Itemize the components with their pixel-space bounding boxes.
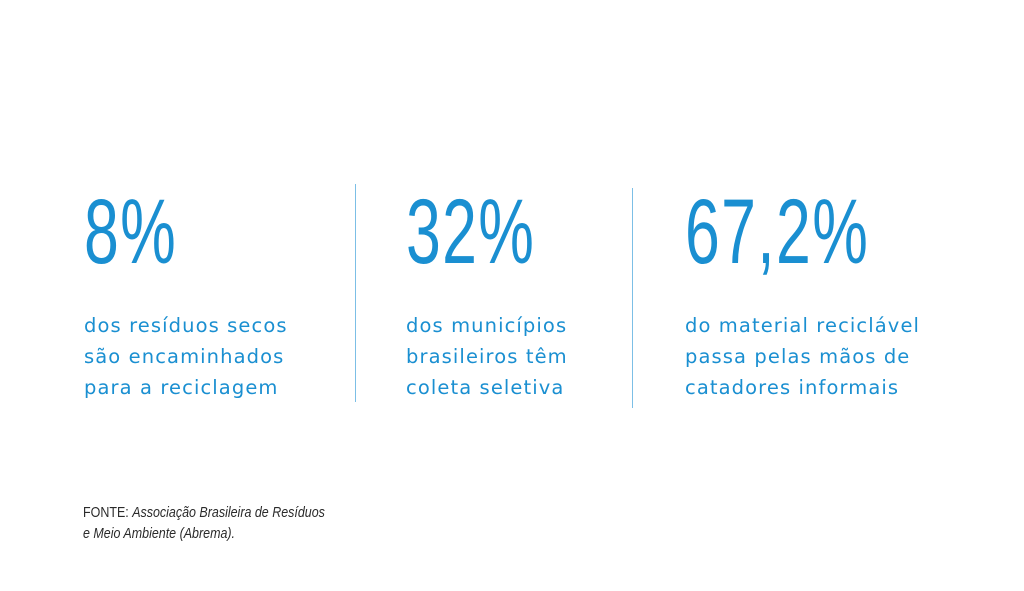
stat-description: do material reciclável passa pelas mãos …: [685, 314, 921, 399]
stat-number: 32%: [406, 181, 536, 283]
source-name: Associação Brasileira de Resíduos: [132, 505, 325, 521]
stat-recycling: 8% dos resíduos secos são encaminhados p…: [84, 182, 288, 403]
stat-informal-collectors: 67,2% do material reciclável passa pelas…: [685, 182, 956, 403]
source-note: FONTE: Associação Brasileira de Resíduos…: [83, 503, 325, 545]
stat-municipalities: 32% dos municípios brasileiros têm colet…: [406, 182, 596, 403]
source-label: FONTE:: [83, 505, 133, 521]
source-line-1: FONTE: Associação Brasileira de Resíduos: [83, 503, 325, 524]
stat-description: dos resíduos secos são encaminhados para…: [84, 314, 288, 399]
stat-description: dos municípios brasileiros têm coleta se…: [406, 314, 568, 399]
stat-number: 8%: [84, 181, 178, 283]
source-name-continued: e Meio Ambiente (Abrema).: [83, 526, 236, 542]
stat-number: 67,2%: [685, 181, 870, 283]
divider: [632, 188, 633, 408]
divider: [355, 184, 356, 402]
